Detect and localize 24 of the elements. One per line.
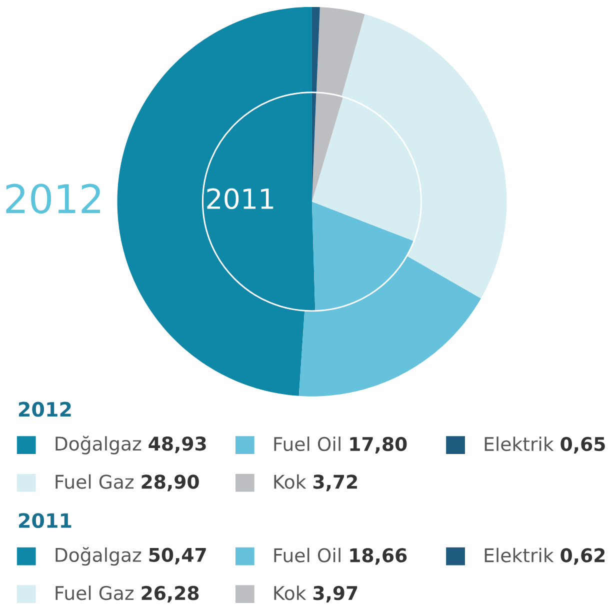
text: 2012 (6, 184, 100, 214)
data-label: 3,72 (313, 474, 357, 492)
chart-title: 2012 (19, 402, 71, 417)
legend-label: Elektrik (484, 436, 554, 452)
data-label: 50,47 (149, 548, 206, 564)
data-label: 18,66 (350, 548, 407, 565)
legend-label: Elektrik (484, 548, 554, 562)
legend-label: Kok (274, 474, 306, 489)
data-label: 0,62 (560, 548, 605, 565)
data-label: 3,97 (313, 586, 358, 603)
data-label: 0,65 (560, 436, 605, 454)
data-label: 17,80 (350, 436, 407, 454)
legend-label: Doğalgaz (56, 436, 142, 454)
legend-label: Fuel Gaz (56, 474, 134, 489)
legend-label: Fuel Oil (274, 436, 340, 452)
legend-label: Fuel Gaz (56, 586, 134, 600)
legend-label: Doğalgaz (56, 546, 142, 566)
chart-title: 2011 (19, 513, 72, 528)
text: 2011 (207, 188, 274, 210)
data-label: 28,90 (142, 474, 199, 492)
data-label: 26,28 (142, 586, 199, 603)
legend-label: Kok (274, 586, 306, 600)
data-label: 48,93 (148, 436, 206, 454)
legend-label: Fuel Oil (274, 548, 340, 562)
